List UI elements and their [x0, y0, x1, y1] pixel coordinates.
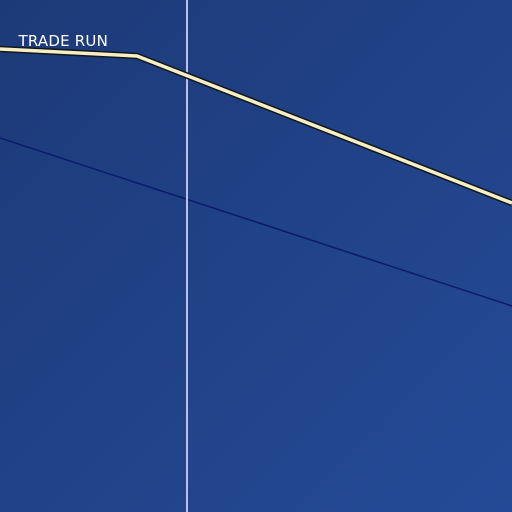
dark-boundary-line [0, 137, 512, 307]
trade-run-label[interactable]: TRADE RUN [18, 32, 108, 50]
trade-run-path[interactable] [0, 47, 512, 205]
trade-run-trail[interactable] [0, 45, 512, 207]
